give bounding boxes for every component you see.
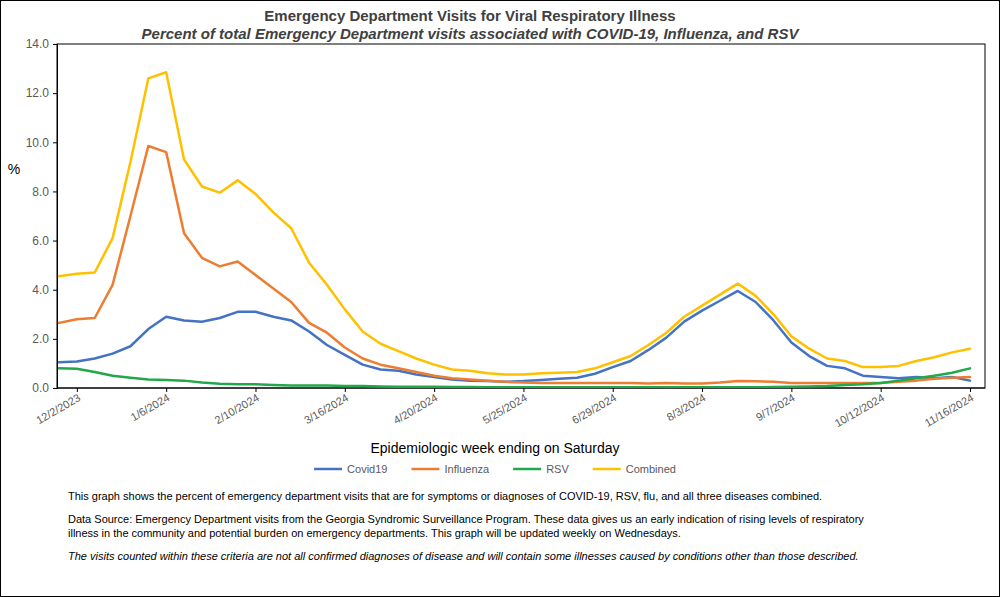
y-tick-label: 4.0 [32,283,49,297]
x-tick-label: 6/29/2024 [570,391,618,426]
title: Emergency Department Visits for Viral Re… [264,7,675,24]
y-tick-mark [53,290,57,291]
x-tick-label: 12/2/2023 [34,391,82,426]
x-tick-label: 2/10/2024 [213,391,261,426]
legend-swatch [411,468,439,471]
y-tick-mark [53,93,57,94]
y-tick: 0.0 [32,381,57,395]
y-tick-label: 0.0 [32,381,49,395]
x-tick-mark [523,388,524,392]
y-tick-mark [53,142,57,143]
y-axis-line [53,45,58,389]
legend-swatch [593,468,621,471]
legend-item: RSV [513,463,569,475]
plot-lines [59,72,970,387]
legend-item: Covid19 [314,463,387,475]
legend-swatch [513,468,541,471]
series-line [59,291,970,382]
x-tick-label: 3/16/2024 [302,391,350,426]
y-tick: 8.0 [32,185,57,199]
x-tick-label: 1/6/2024 [129,391,172,423]
y-tick-label: 2.0 [32,332,49,346]
y-tick: 2.0 [32,332,57,346]
note: The visits counted within these criteria… [68,549,878,563]
legend-item: Combined [593,463,676,475]
x-tick-mark [434,388,435,392]
x-tick-mark [77,388,78,392]
y-tick-mark [53,241,57,242]
x-tick-label: 9/7/2024 [754,391,797,423]
y-tick-mark [53,388,57,389]
x-tick: 12/2/2023 [34,388,82,426]
x-tick-mark [702,388,703,392]
x-axis: 12/2/2023 1/6/2024 2/10/2024 3/16/2024 4/20/… [34,388,985,429]
legend-label: Combined [626,463,676,475]
x-tick-label: 4/20/2024 [391,391,439,426]
series-line [59,146,970,384]
legend-label: RSV [546,463,569,475]
legend-swatch [314,468,342,471]
legend: Covid19 Influenza RSV Combined [314,463,676,475]
legend-label: Covid19 [347,463,387,475]
x-tick-label: 11/16/2024 [923,391,976,429]
x-tick: 1/6/2024 [129,388,172,423]
note: Data Source: Emergency Department visits… [68,512,878,540]
y-tick-mark [53,339,57,340]
y-tick: 12.0 [26,86,57,100]
y-tick: 10.0 [26,136,57,150]
x-tick-mark [613,388,614,392]
y-tick-label: 14.0 [26,37,50,51]
notes: This graph shows the percent of emergenc… [68,489,878,572]
x-tick-mark [255,388,256,392]
y-axis: 0.0 2.0 4.0 6.0 8.0 10.0 12.0 14.0 [26,37,58,395]
x-tick: 8/3/2024 [664,388,707,423]
y-tick-label: 10.0 [26,136,50,150]
y-tick-label: 6.0 [32,234,49,248]
plot-frame [57,44,985,388]
y-tick-label: 8.0 [32,185,49,199]
y-tick-mark [53,191,57,192]
x-axis-title: Epidemiologic week ending on Saturday [370,440,619,456]
y-tick-mark [53,44,57,45]
y-tick: 6.0 [32,234,57,248]
x-tick-mark [970,388,971,392]
legend-item: Influenza [411,463,490,475]
x-tick: 9/7/2024 [754,388,797,423]
x-tick: 11/16/2024 [923,388,976,429]
x-tick-label: 10/12/2024 [833,391,887,429]
outer-border [1,1,1000,597]
series-line [59,368,970,387]
note: This graph shows the percent of emergenc… [68,489,878,503]
y-tick: 4.0 [32,283,57,297]
x-tick-mark [166,388,167,392]
x-tick-mark [881,388,882,392]
x-tick: 5/25/2024 [481,388,529,426]
subtitle: Percent of total Emergency Department vi… [142,25,801,42]
y-axis-title: % [8,161,20,177]
x-tick-mark [791,388,792,392]
x-tick: 2/10/2024 [213,388,261,426]
x-tick-label: 8/3/2024 [664,391,707,423]
x-tick-mark [345,388,346,392]
y-tick: 14.0 [26,37,57,51]
x-tick: 4/20/2024 [391,388,439,426]
legend-label: Influenza [444,463,490,475]
x-tick-label: 5/25/2024 [481,391,529,426]
x-tick: 3/16/2024 [302,388,350,426]
y-tick-label: 12.0 [26,86,50,100]
series-line [59,72,970,374]
x-tick: 6/29/2024 [570,388,618,426]
x-tick: 10/12/2024 [833,388,887,429]
